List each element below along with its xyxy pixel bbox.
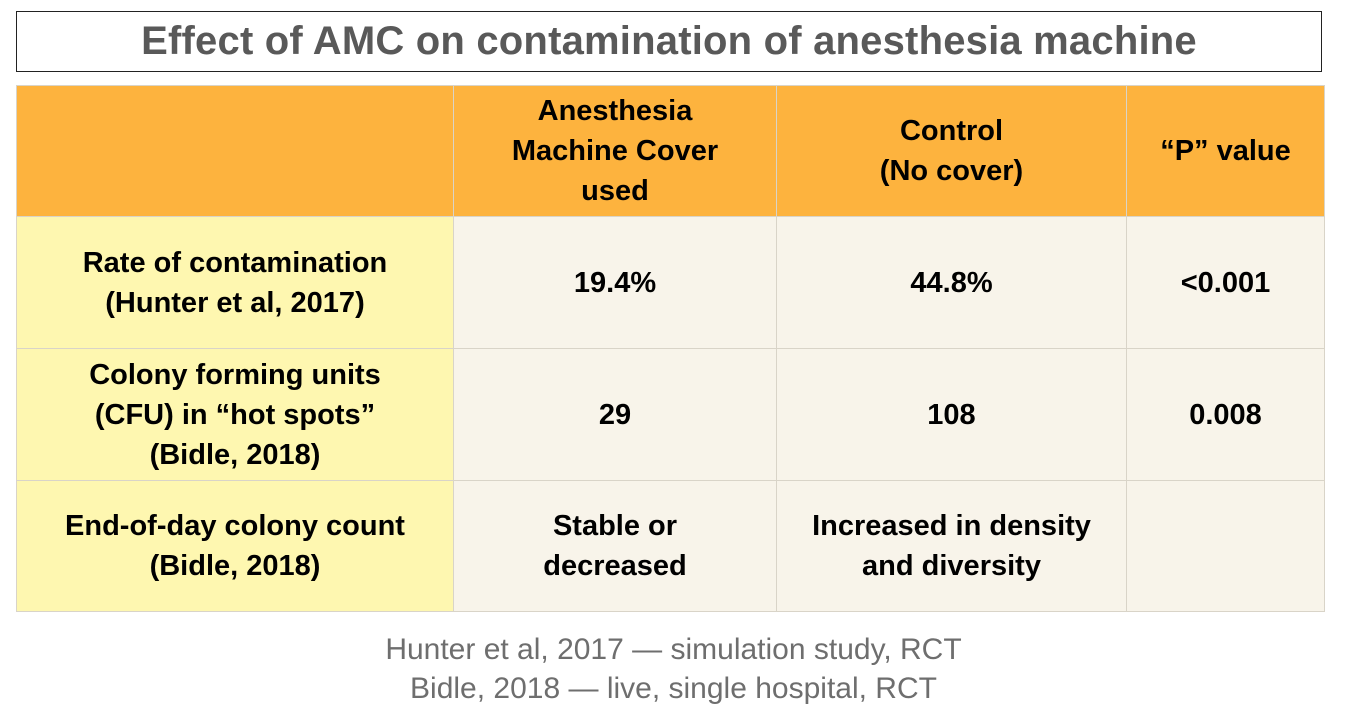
cell-value: 19.4% [573,266,657,299]
table-row: Colony forming units (CFU) in “hot spots… [16,348,1325,481]
header-amc-line: Anesthesia [537,95,693,127]
cell-control-cfu: 108 [776,348,1127,481]
table-header-row: Anesthesia Machine Cover used Control (N… [16,85,1325,217]
page-title: Effect of AMC on contamination of anesth… [141,19,1197,63]
row-label-line: (Bidle, 2018) [149,550,321,582]
header-control-line: Control [899,115,1004,147]
cell-value: Stable or [552,510,678,542]
row-label-line: Colony forming units [89,358,381,391]
cell-p-contamination-rate: <0.001 [1126,216,1325,349]
row-label-cfu: Colony forming units (CFU) in “hot spots… [16,348,454,481]
cell-control-colony-count: Increased in density and diversity [776,480,1127,612]
header-empty-cell [16,85,454,217]
row-label-colony-count: End-of-day colony count (Bidle, 2018) [16,480,454,612]
cell-value: 29 [598,398,632,431]
header-amc-line: used [581,175,649,207]
cell-amc-colony-count: Stable or decreased [453,480,777,612]
row-label-line: (Hunter et al, 2017) [105,286,365,319]
header-amc-line: Machine Cover [511,135,719,167]
table-row: Rate of contamination (Hunter et al, 201… [16,216,1325,349]
cell-control-contamination-rate: 44.8% [776,216,1127,349]
row-label-line: Rate of contamination [82,246,388,279]
header-p-value-line: “P” value [1160,135,1291,167]
row-label-line: End-of-day colony count [65,510,405,542]
header-p-value: “P” value [1126,85,1325,217]
cell-value: 108 [927,398,976,431]
cell-amc-cfu: 29 [453,348,777,481]
cell-value: 0.008 [1189,398,1262,431]
table-row: End-of-day colony count (Bidle, 2018) St… [16,480,1325,612]
row-label-contamination-rate: Rate of contamination (Hunter et al, 201… [16,216,454,349]
cell-value: 44.8% [910,266,993,299]
cell-value: Increased in density [812,510,1091,542]
cell-value: and diversity [862,550,1041,582]
row-label-line: (CFU) in “hot spots” [94,398,376,431]
row-label-line: (Bidle, 2018) [149,438,321,471]
footnote-hunter: Hunter et al, 2017 — simulation study, R… [385,633,962,666]
header-control: Control (No cover) [776,85,1127,217]
footnote-bidle: Bidle, 2018 — live, single hospital, RCT [410,672,937,705]
cell-p-cfu: 0.008 [1126,348,1325,481]
title-box: Effect of AMC on contamination of anesth… [16,11,1322,72]
header-amc: Anesthesia Machine Cover used [453,85,777,217]
cell-p-colony-count [1126,480,1325,612]
cell-value: decreased [543,550,687,582]
cell-value: <0.001 [1180,266,1271,299]
header-control-line: (No cover) [879,155,1024,187]
comparison-table: Anesthesia Machine Cover used Control (N… [16,85,1325,612]
footnotes: Hunter et al, 2017 — simulation study, R… [0,630,1347,708]
cell-amc-contamination-rate: 19.4% [453,216,777,349]
